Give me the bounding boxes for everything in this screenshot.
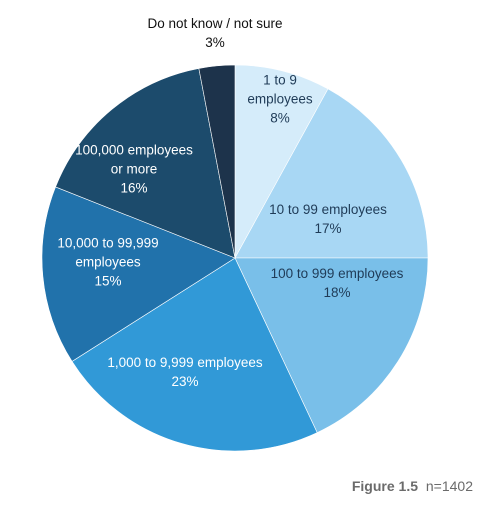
pie-slice-2 [234, 257, 429, 434]
pie-slice-label-line: 16% [120, 181, 147, 196]
figure-caption: Figure 1.5 n=1402 [352, 478, 473, 494]
pie-slice-label-line: 18% [323, 285, 350, 300]
pie-slice-6 [198, 64, 236, 259]
pie-slice-label-4: 10,000 to 99,999 employees 15% [57, 236, 158, 289]
pie-slice-label-line: 1,000 to 9,999 employees [107, 355, 263, 370]
pie-slice-label-line: 100 to 999 employees [271, 266, 404, 281]
pie-slice-label-line: 1 to 9 [263, 73, 297, 88]
pie-slice-label-5: 100,000 employees or more 16% [75, 143, 193, 196]
pie-slice-label-line: 15% [94, 274, 121, 289]
pie-slice-label-line: 23% [171, 374, 198, 389]
pie-slice-label-1: 10 to 99 employees 17% [269, 202, 387, 236]
pie-slice-3 [71, 257, 318, 452]
pie-slice-1 [234, 88, 429, 259]
pie-slice-label-line: Do not know / not sure [147, 16, 282, 31]
sample-size-note: n=1402 [425, 478, 473, 494]
pie-slice-label-line: 17% [314, 221, 341, 236]
pie-slices [41, 64, 429, 452]
pie-slice-label-6: Do not know / not sure 3% [147, 16, 282, 50]
figure-number: Figure 1.5 [351, 478, 418, 494]
pie-slice-label-2: 100 to 999 employees 18% [271, 266, 404, 300]
pie-slice-label-line: 100,000 employees [75, 143, 193, 158]
pie-labels: 1 to 9 employees 8%10 to 99 employees 17%10… [57, 16, 403, 389]
pie-slice-label-3: 1,000 to 9,999 employees 23% [107, 355, 263, 389]
pie-slice-label-line: 10,000 to 99,999 [57, 236, 158, 251]
pie-slice-label-line: employees [247, 92, 313, 107]
pie-slice-label-line: employees [75, 255, 141, 270]
pie-slice-label-line: or more [111, 162, 158, 177]
pie-slice-label-line: 8% [270, 111, 290, 126]
pie-slice-label-0: 1 to 9 employees 8% [247, 73, 313, 126]
pie-slice-0 [234, 64, 329, 259]
pie-slice-label-line: 3% [205, 35, 225, 50]
pie-slice-5 [55, 68, 236, 259]
pie-slice-4 [41, 186, 236, 362]
pie-slice-label-line: 10 to 99 employees [269, 202, 387, 217]
